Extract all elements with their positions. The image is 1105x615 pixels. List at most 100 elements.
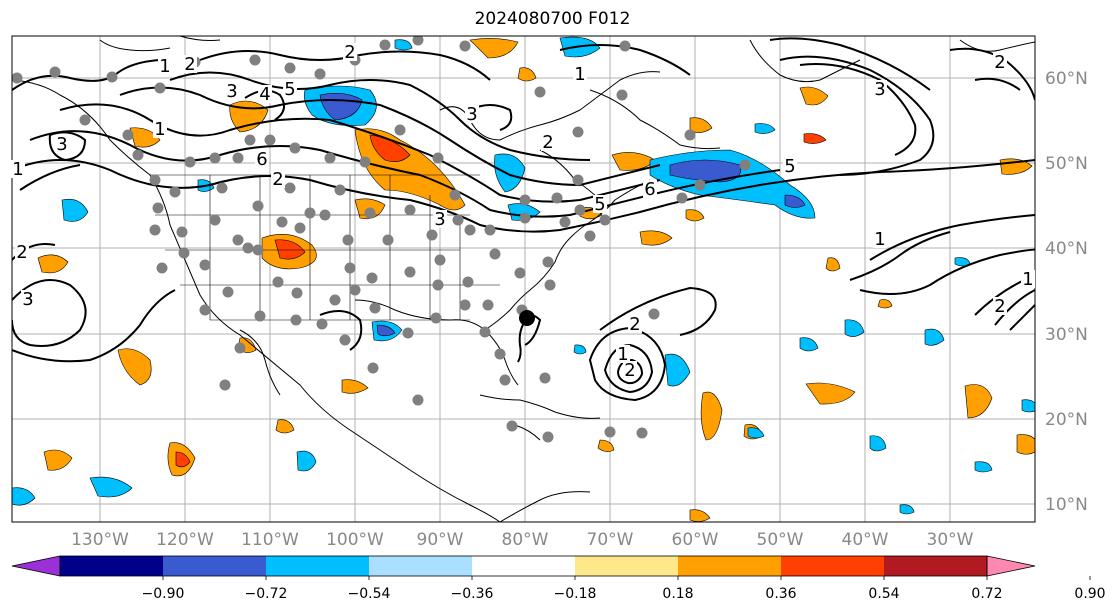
contour-label: 3 — [874, 79, 885, 100]
station-dot — [430, 312, 442, 324]
gridlines — [12, 36, 1035, 522]
storm-track — [517, 317, 528, 363]
colorbar-segment — [60, 556, 164, 576]
colorbar-frame — [59, 555, 988, 577]
contour-label: 3 — [56, 134, 67, 155]
station-dot — [244, 134, 256, 146]
station-dot — [534, 86, 546, 98]
station-dot — [619, 40, 631, 52]
station-dot — [314, 68, 326, 80]
station-dot — [222, 286, 234, 298]
longitude-label: 60°W — [672, 530, 719, 550]
contour-label: 5 — [284, 79, 295, 100]
contour-label: 3 — [226, 81, 237, 102]
contour-label: 3 — [466, 104, 477, 125]
colorbar-segment — [163, 556, 267, 576]
contour-label-bg — [55, 135, 69, 153]
contour-label-bg — [153, 120, 167, 138]
station-dot — [219, 379, 231, 391]
station-dot — [636, 427, 648, 439]
station-dot — [234, 342, 246, 354]
station-dot — [249, 54, 261, 66]
station-dot — [199, 304, 211, 316]
contour-label: 1 — [574, 64, 585, 85]
station-dot — [432, 279, 444, 291]
latitude-label: 60°N — [1045, 69, 1088, 89]
station-dot — [459, 40, 471, 52]
contour-label: 6 — [256, 149, 267, 170]
contour-label: 2 — [994, 296, 1005, 317]
latitude-label: 10°N — [1045, 495, 1088, 515]
station-dot — [364, 207, 376, 219]
colorbar-tick-label: −0.18 — [554, 586, 597, 602]
station-dot — [209, 152, 221, 164]
station-dot — [514, 267, 526, 279]
station-dot — [334, 184, 346, 196]
colorbar-tick-label: 0.90 — [1074, 586, 1105, 602]
station-dot — [294, 222, 306, 234]
longitude-label: 70°W — [587, 530, 634, 550]
colorbar: −0.90 −0.72 −0.54 −0.36 −0.18 0.18 0.36 0.54 0.7… — [11, 555, 1105, 602]
colorbar-segment — [472, 556, 576, 576]
longitude-label: 90°W — [417, 530, 464, 550]
colorbar-tick-label: 0.18 — [662, 586, 693, 602]
station-dot — [426, 229, 438, 241]
station-dot — [604, 426, 616, 438]
contour-label: 2 — [272, 169, 283, 190]
longitude-label: 30°W — [927, 530, 974, 550]
station-dot — [394, 124, 406, 136]
station-dot — [499, 374, 511, 386]
contour-label-bg — [283, 80, 297, 98]
station-dot — [304, 207, 316, 219]
station-dot — [232, 152, 244, 164]
station-dot — [676, 192, 688, 204]
station-dot — [344, 262, 356, 274]
colorbar-tick-label: 0.54 — [868, 586, 899, 602]
contour-label-bg — [593, 195, 607, 213]
station-dot — [462, 276, 474, 288]
colorbar-segment — [884, 556, 988, 576]
station-dot — [272, 276, 284, 288]
station-dot — [106, 71, 118, 83]
colorbar-segment — [575, 556, 679, 576]
contour-label: 2 — [624, 360, 635, 381]
station-dot — [149, 224, 161, 236]
coastlines — [12, 36, 1035, 522]
station-dot — [199, 259, 211, 271]
colorbar-segment — [781, 556, 885, 576]
station-dot — [494, 348, 506, 360]
contour-label-bg — [271, 170, 285, 188]
contour-label: 1 — [874, 229, 885, 250]
station-dot — [432, 152, 444, 164]
contour-label: 1 — [1022, 269, 1033, 290]
station-dot — [242, 242, 254, 254]
station-dot — [482, 299, 494, 311]
longitude-label: 120°W — [156, 530, 214, 550]
contour-label: 3 — [22, 289, 33, 310]
station-dot — [519, 212, 531, 224]
station-dot — [122, 129, 134, 141]
contour-label: 1 — [159, 56, 170, 77]
longitude-label: 110°W — [241, 530, 299, 550]
colorbar-segment — [266, 556, 370, 576]
contour-label-bg — [11, 160, 25, 178]
longitude-label: 40°W — [842, 530, 889, 550]
colorbar-tick-label: 0.72 — [971, 586, 1002, 602]
station-dot — [402, 327, 414, 339]
contour-label: 2 — [16, 242, 27, 263]
longitude-label: 100°W — [326, 530, 384, 550]
contour-label-bg — [21, 290, 35, 308]
contour-label-bg — [573, 65, 587, 83]
station-dot — [79, 114, 91, 126]
station-dot — [132, 149, 144, 161]
station-dot — [519, 194, 531, 206]
latitude-labels: 60°N 50°N 40°N 30°N 20°N 10°N — [1045, 69, 1088, 515]
contour-label-bg — [783, 157, 797, 175]
station-dot — [412, 36, 424, 46]
station-dot — [694, 179, 706, 191]
station-dot — [254, 310, 266, 322]
longitude-labels: 130°W 120°W 110°W 100°W 90°W 80°W 70°W 60°W 50°W… — [71, 530, 974, 550]
station-dot — [572, 126, 584, 138]
station-dot — [149, 174, 161, 186]
